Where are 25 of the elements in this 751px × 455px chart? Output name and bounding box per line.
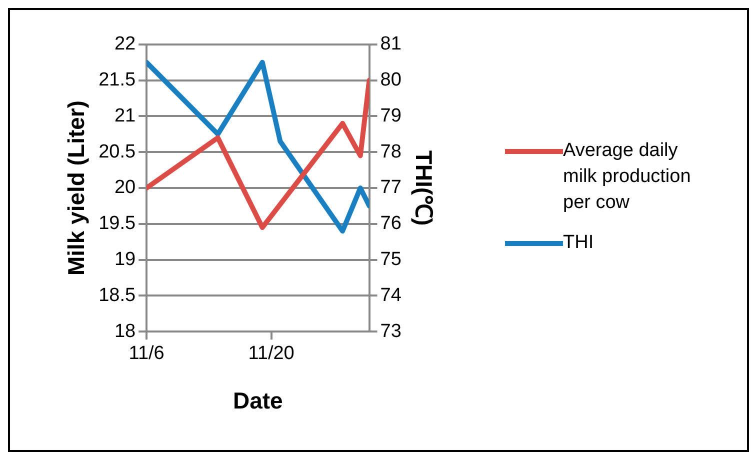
y2-tick-label: 79 <box>380 105 402 126</box>
y-tick-label: 19 <box>114 249 136 270</box>
x-tick-label: 11/6 <box>128 343 164 364</box>
y2-axis-title: THI(℃) <box>410 150 437 226</box>
y-tick-label: 21.5 <box>98 70 136 91</box>
y-axis-title: Milk yield (Liter) <box>63 100 90 276</box>
y2-tick-label: 78 <box>380 141 402 162</box>
y-tick-label: 20.5 <box>98 141 136 162</box>
y2-tick-label: 80 <box>380 70 402 91</box>
y2-tick-label: 74 <box>380 284 402 306</box>
x-axis-title: Date <box>232 388 283 414</box>
y-tick-label: 22 <box>114 34 136 55</box>
y2-tick-label: 81 <box>380 34 402 55</box>
y-tick-label: 18 <box>114 320 136 342</box>
legend-label: THI <box>563 231 594 255</box>
y2-tick-label: 73 <box>380 320 402 342</box>
y2-tick-label: 76 <box>380 213 402 234</box>
y-tick-label: 19.5 <box>98 213 136 234</box>
y-tick-label: 18.5 <box>98 284 136 306</box>
legend-label: Average daily milk production per cow <box>563 139 692 215</box>
y-tick-label: 21 <box>114 105 136 126</box>
y2-tick-label: 77 <box>380 177 402 198</box>
y2-tick-label: 75 <box>380 249 402 270</box>
y-tick-label: 20 <box>114 177 136 198</box>
x-tick-label: 11/20 <box>248 343 294 364</box>
